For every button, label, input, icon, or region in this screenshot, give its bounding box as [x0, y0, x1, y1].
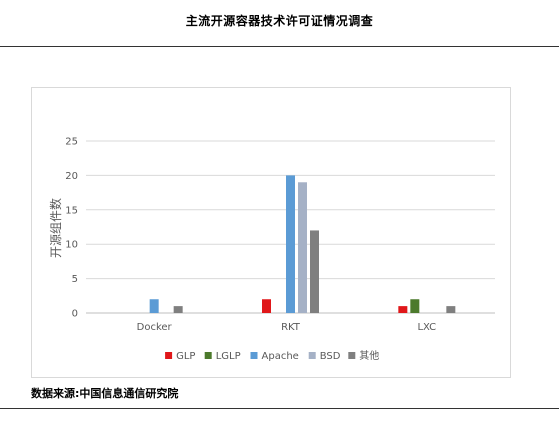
bar-GLP-RKT [262, 299, 271, 313]
page-title: 主流开源容器技术许可证情况调查 [185, 14, 374, 28]
legend-swatch [165, 352, 173, 359]
y-tick-label: 0 [72, 309, 78, 320]
legend-label: Apache [262, 351, 299, 362]
legend-swatch [348, 352, 356, 359]
y-tick-label: 25 [65, 137, 78, 148]
legend-label: 其他 [359, 349, 379, 362]
legend-label: GLP [176, 351, 195, 362]
bar-其他-Docker [173, 306, 183, 313]
bar-BSD-RKT [298, 182, 307, 313]
legend-swatch [250, 352, 258, 359]
y-axis-title: 开源组件数 [48, 198, 63, 258]
source-note: 数据来源:中国信息通信研究院 [31, 387, 179, 400]
y-tick-label: 5 [72, 274, 78, 285]
top-divider [0, 46, 559, 47]
legend-swatch [204, 352, 212, 359]
legend-swatch [308, 352, 316, 359]
y-tick-label: 20 [65, 171, 78, 182]
legend-label: LGLP [216, 351, 241, 362]
bar-其他-LXC [446, 306, 456, 313]
bar-LGLP-LXC [410, 299, 420, 313]
x-tick-label: Docker [137, 322, 173, 333]
chart-frame: 0 5 10 15 20 25 Docker RKT LXC GLP LGLP Apache BSD 其… [31, 87, 511, 378]
x-tick-label: LXC [417, 322, 436, 333]
bar-chart: 0 5 10 15 20 25 Docker RKT LXC GLP LGLP Apache BSD 其… [48, 137, 495, 362]
bar-GLP-LXC [398, 306, 408, 313]
x-tick-label: RKT [281, 322, 301, 333]
y-tick-label: 10 [65, 240, 78, 251]
legend-label: BSD [320, 351, 341, 362]
y-tick-label: 15 [65, 205, 78, 216]
bar-Apache-RKT [286, 175, 295, 313]
bottom-divider [0, 408, 559, 409]
bar-Apache-Docker [149, 299, 159, 313]
bar-其他-RKT [310, 230, 319, 313]
